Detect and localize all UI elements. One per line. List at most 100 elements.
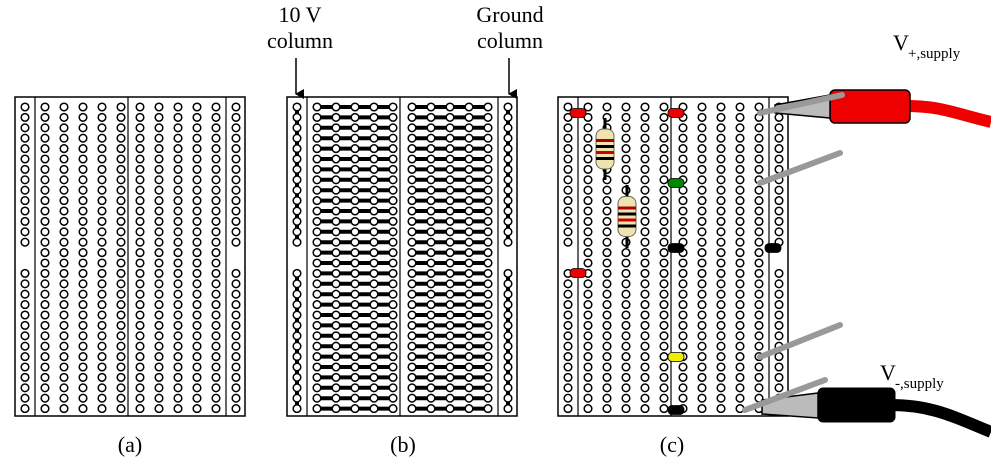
hole — [40, 372, 50, 382]
hole — [697, 279, 707, 289]
hole — [464, 112, 474, 122]
hole — [135, 154, 145, 164]
hole — [697, 331, 707, 341]
wire-end — [764, 243, 782, 253]
hole — [445, 123, 455, 133]
hole — [426, 362, 436, 372]
hole — [78, 404, 88, 414]
hole — [97, 154, 107, 164]
hole — [483, 123, 493, 133]
hole — [640, 112, 650, 122]
hole — [211, 196, 221, 206]
hole — [563, 331, 573, 341]
hole — [312, 206, 322, 216]
hole — [231, 196, 241, 206]
hole — [116, 258, 126, 268]
hole — [369, 154, 379, 164]
hole — [503, 216, 513, 226]
hole — [211, 258, 221, 268]
hole — [231, 206, 241, 216]
hole — [97, 227, 107, 237]
hole — [40, 279, 50, 289]
hole — [20, 393, 30, 403]
hole — [697, 310, 707, 320]
hole — [40, 123, 50, 133]
hole — [583, 154, 593, 164]
hole — [774, 154, 784, 164]
hole — [640, 102, 650, 112]
hole — [716, 300, 726, 310]
hole — [78, 341, 88, 351]
hole — [426, 248, 436, 258]
hole — [754, 206, 764, 216]
hole — [716, 185, 726, 195]
hole — [312, 331, 322, 341]
hole — [678, 300, 688, 310]
hole — [211, 237, 221, 247]
hole — [292, 383, 302, 393]
hole — [369, 237, 379, 247]
hole — [211, 154, 221, 164]
hole — [716, 383, 726, 393]
hole — [292, 372, 302, 382]
hole — [754, 154, 764, 164]
hole — [735, 206, 745, 216]
hole — [135, 248, 145, 258]
hole — [678, 196, 688, 206]
hole — [192, 133, 202, 143]
hole — [292, 154, 302, 164]
hole — [20, 112, 30, 122]
hole — [173, 331, 183, 341]
hole — [445, 331, 455, 341]
hole — [211, 393, 221, 403]
hole — [173, 112, 183, 122]
hole — [716, 102, 726, 112]
hole — [173, 289, 183, 299]
hole — [312, 352, 322, 362]
hole — [426, 279, 436, 289]
hole — [583, 237, 593, 247]
hole — [716, 175, 726, 185]
hole — [464, 154, 474, 164]
hole — [716, 164, 726, 174]
hole — [678, 362, 688, 372]
hole — [774, 227, 784, 237]
hole — [774, 320, 784, 330]
hole — [483, 362, 493, 372]
hole — [292, 144, 302, 154]
hole — [116, 123, 126, 133]
hole — [20, 196, 30, 206]
hole — [583, 227, 593, 237]
hole — [59, 404, 69, 414]
hole — [292, 133, 302, 143]
hole — [407, 320, 417, 330]
hole — [445, 112, 455, 122]
hole — [331, 279, 341, 289]
hole — [78, 123, 88, 133]
hole — [135, 372, 145, 382]
hole — [621, 383, 631, 393]
hole — [602, 383, 612, 393]
hole — [602, 341, 612, 351]
hole — [464, 185, 474, 195]
hole — [59, 300, 69, 310]
hole — [602, 352, 612, 362]
hole — [192, 216, 202, 226]
hole — [640, 341, 650, 351]
hole — [697, 393, 707, 403]
hole — [312, 279, 322, 289]
hole — [464, 227, 474, 237]
hole — [135, 164, 145, 174]
hole — [97, 362, 107, 372]
hole — [154, 404, 164, 414]
hole — [292, 102, 302, 112]
hole — [135, 133, 145, 143]
hole — [735, 258, 745, 268]
hole — [369, 112, 379, 122]
hole — [426, 102, 436, 112]
hole — [483, 112, 493, 122]
hole — [173, 227, 183, 237]
hole — [602, 300, 612, 310]
hole — [135, 300, 145, 310]
hole — [735, 133, 745, 143]
